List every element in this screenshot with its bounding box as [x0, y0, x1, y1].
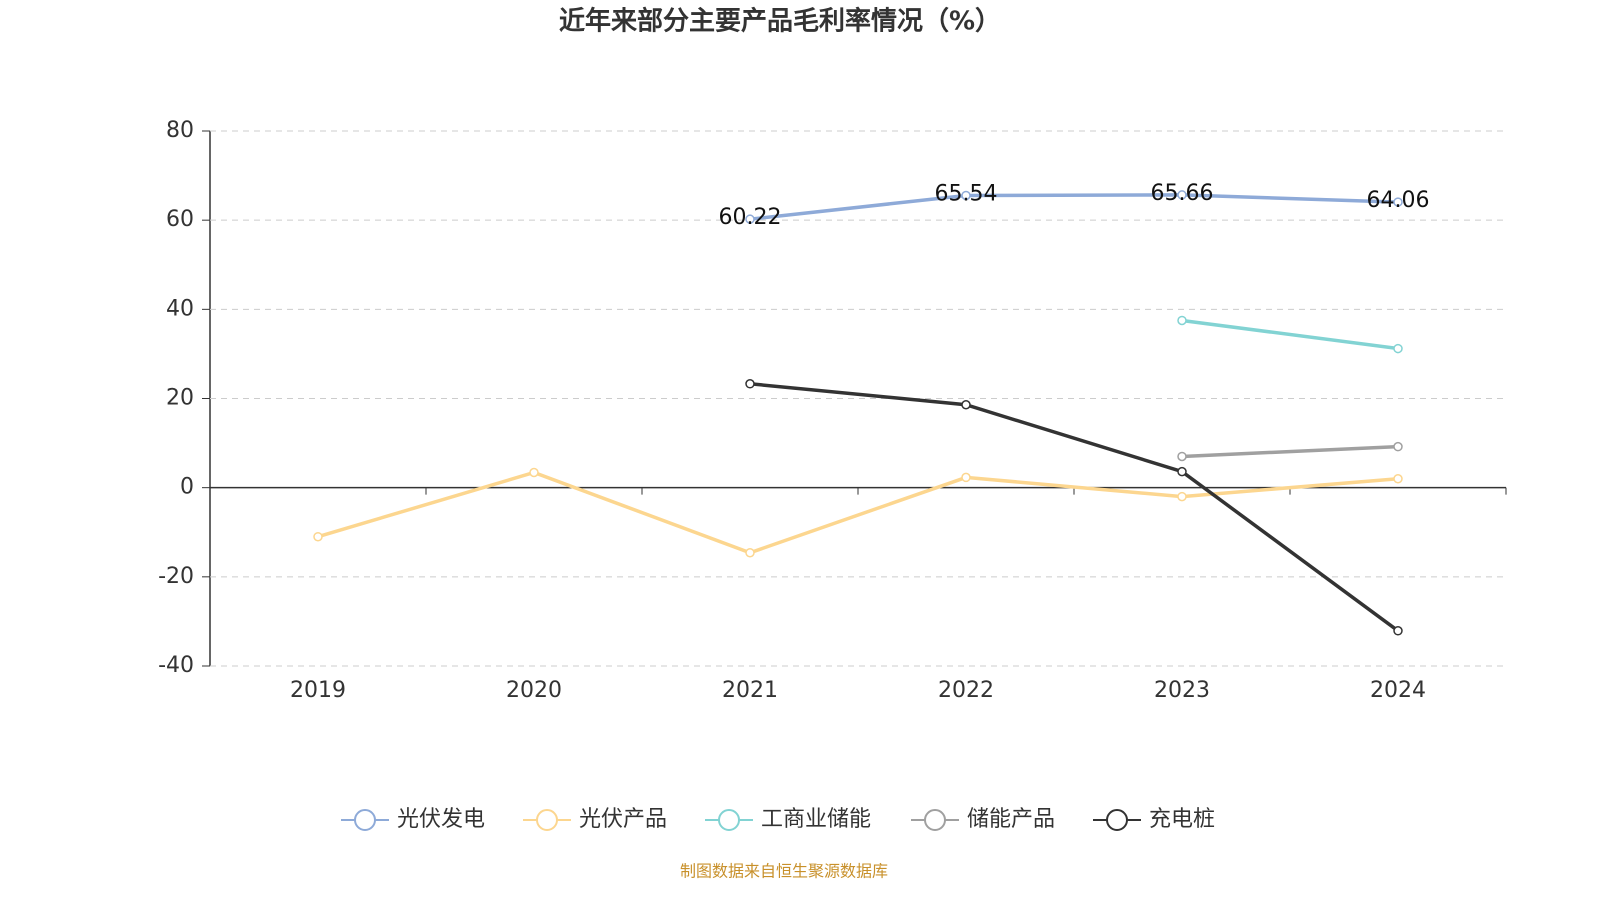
data-point	[961, 190, 971, 201]
legend-label: 充电桩	[1149, 807, 1215, 832]
legend-item: 光伏产品	[523, 807, 667, 832]
data-point	[745, 214, 755, 224]
legend-label: 光伏发电	[397, 807, 485, 832]
data-point	[745, 379, 755, 389]
data-label: 65.54	[935, 181, 998, 206]
legend-marker	[924, 809, 946, 831]
series-line	[749, 382, 1400, 633]
data-label: 65.66	[1151, 181, 1214, 206]
data-point	[1177, 491, 1187, 502]
x-tick-label: 2019	[290, 678, 346, 703]
data-point	[1177, 451, 1187, 462]
data-point	[1177, 315, 1187, 326]
data-point	[1393, 343, 1403, 354]
x-tick-label: 2022	[938, 678, 994, 703]
legend-marker	[1106, 809, 1128, 831]
series-line	[317, 470, 1399, 555]
data-point	[1393, 474, 1403, 484]
y-tick-label: 0	[180, 475, 194, 500]
legend-label: 光伏产品	[579, 807, 667, 832]
series-line	[1181, 318, 1399, 351]
y-tick-label: 80	[166, 118, 194, 143]
x-tick-label: 2023	[1154, 678, 1210, 703]
y-tick-label: 40	[166, 296, 194, 321]
legend-item: 充电桩	[1093, 807, 1215, 832]
data-point	[1177, 190, 1187, 200]
series-line	[749, 193, 1399, 221]
legend-item: 光伏发电	[341, 807, 485, 832]
data-point	[961, 399, 971, 410]
legend-label: 储能产品	[967, 807, 1055, 832]
data-point	[961, 472, 971, 483]
data-point	[1393, 197, 1403, 207]
y-tick-label: -20	[158, 564, 194, 589]
legend-marker	[354, 809, 376, 831]
x-tick-label: 2021	[722, 678, 778, 703]
data-point	[313, 531, 323, 542]
y-tick-label: -40	[158, 653, 194, 678]
y-tick-label: 20	[166, 386, 194, 411]
legend-item: 工商业储能	[705, 807, 871, 832]
data-point	[1393, 441, 1403, 452]
x-tick-label: 2020	[506, 678, 562, 703]
legend-marker	[536, 809, 558, 831]
data-point	[1393, 626, 1403, 636]
data-point	[529, 467, 539, 478]
legend-label: 工商业储能	[761, 807, 871, 832]
legend-marker	[718, 809, 740, 831]
data-label: 64.06	[1367, 188, 1430, 213]
source-note: 制图数据来自恒生聚源数据库	[680, 862, 888, 881]
x-tick-label: 2024	[1370, 678, 1426, 703]
y-tick-label: 60	[166, 207, 194, 232]
data-point	[745, 548, 755, 558]
chart-title: 近年来部分主要产品毛利率情况（%）	[559, 6, 1001, 37]
legend-item: 储能产品	[911, 807, 1055, 832]
series-line	[1181, 444, 1399, 459]
data-label: 60.22	[719, 205, 782, 230]
data-point	[1177, 466, 1187, 477]
